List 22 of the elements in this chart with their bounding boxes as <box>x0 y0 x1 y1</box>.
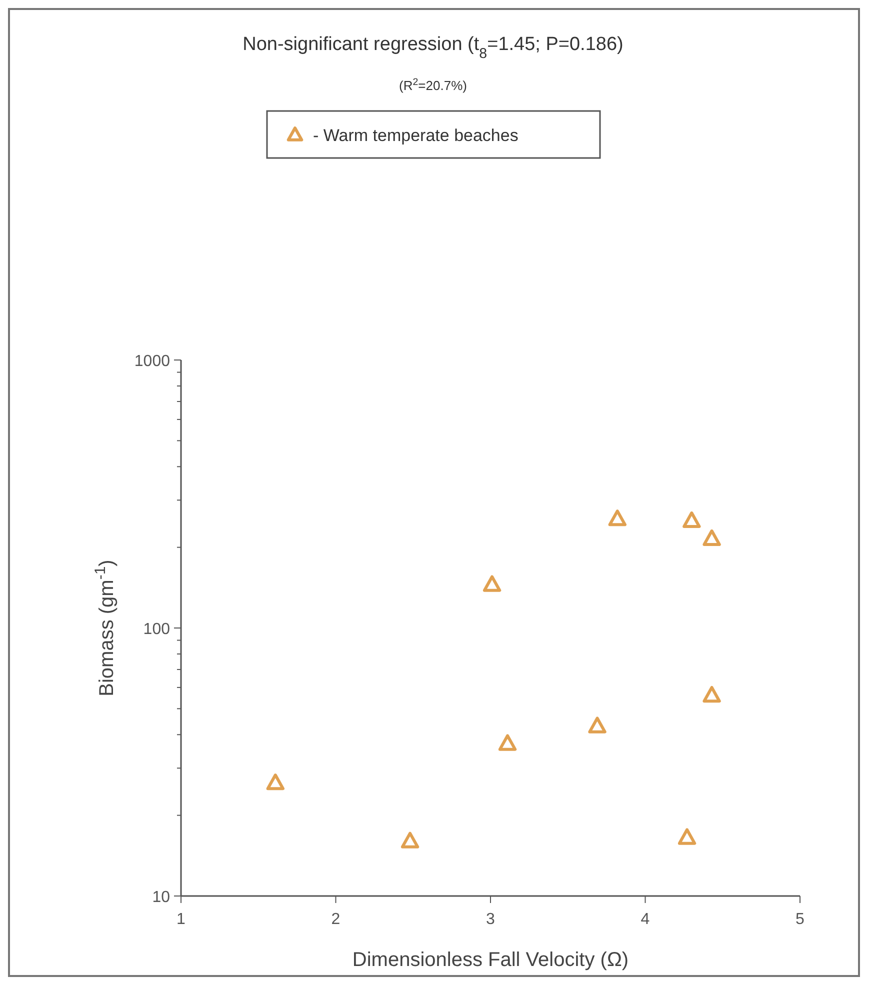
point <box>588 716 606 734</box>
x-axis-title: Dimensionless Fall Velocity (Ω) <box>352 949 629 971</box>
point <box>498 734 517 751</box>
y-tick-label: 1000 <box>134 353 170 370</box>
point <box>702 529 721 546</box>
x-tick-label: 1 <box>176 911 186 928</box>
x-tick-label: 2 <box>331 911 340 928</box>
y-tick-label: 10 <box>152 889 170 906</box>
x-tick-label: 5 <box>796 911 805 928</box>
point <box>678 828 696 845</box>
chart-subtitle: (R$^{2}$=20.7%) <box>399 76 467 93</box>
point <box>702 686 721 703</box>
legend-label: - Warm temperate beaches <box>313 126 518 145</box>
point <box>482 575 502 592</box>
y-tick-label: 100 <box>143 621 170 638</box>
chart-title: Non-significant regression (t$_{8}$=1.45; P=0.186) <box>242 34 624 62</box>
point <box>400 832 420 848</box>
x-tick-label: 3 <box>486 911 496 928</box>
point <box>266 774 284 790</box>
point <box>682 511 701 528</box>
x-tick-label: 4 <box>640 911 650 928</box>
point <box>608 510 626 526</box>
